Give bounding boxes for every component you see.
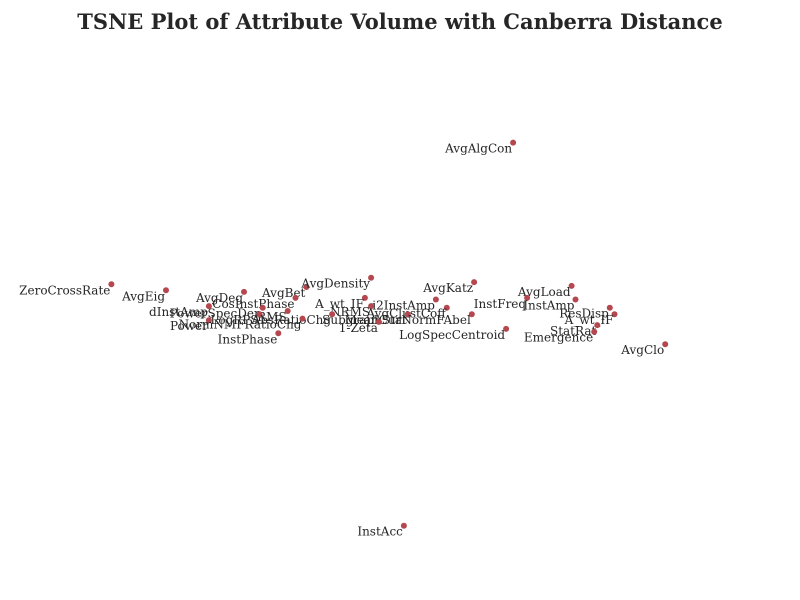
scatter-point	[468, 311, 475, 318]
scatter-point-group: LogSpecCentroid	[399, 325, 510, 342]
point-label: A_wt_IF	[314, 297, 364, 311]
scatter-point-group: A_wt_IF	[564, 311, 618, 327]
point-label: InstAcc	[357, 525, 403, 539]
scatter-point-group: AvgAlgCon	[444, 139, 517, 156]
scatter-point	[241, 288, 247, 295]
scatter-point	[524, 294, 531, 301]
scatter-point-group: AvgClo	[620, 341, 669, 357]
scatter-point	[594, 322, 601, 329]
scatter-point-group: ResDisp	[559, 304, 613, 321]
scatter-point	[163, 287, 169, 294]
scatter-point	[259, 304, 266, 311]
scatter-point	[108, 281, 115, 288]
scatter-point	[400, 522, 407, 529]
scatter-point-group: dInstAmp	[149, 303, 212, 319]
point-label: ZeroCrossRate	[19, 283, 110, 297]
scatter-point	[256, 311, 263, 318]
scatter-point-group: SubgraphStat	[322, 311, 411, 327]
scatter-point-group: PowerSpecDen	[170, 304, 266, 321]
scatter-point	[368, 274, 375, 281]
scatter-point	[368, 303, 375, 310]
scatter-point	[205, 303, 212, 310]
scatter-point-group: NormNMFRatioChg	[179, 315, 306, 332]
point-label: i2InstAmp	[372, 299, 435, 313]
scatter-point	[611, 311, 618, 318]
scatter-point	[404, 311, 411, 318]
scatter-point-group: Emergence	[524, 328, 598, 345]
scatter-point	[275, 330, 282, 337]
scatter-point-group: InstFreq	[474, 294, 531, 311]
scatter-point-group: MeanCurNormFAbel	[344, 311, 475, 327]
point-label: AvgKatz	[422, 281, 473, 295]
scatter-point-group: NRMS	[330, 303, 375, 319]
point-label: AvgDensity	[300, 277, 370, 291]
point-label: AvgAlgCon	[444, 142, 512, 156]
scatter-point-group: 1-Zeta	[339, 318, 382, 335]
scatter-point	[205, 317, 212, 324]
scatter-point	[432, 296, 439, 303]
point-label: RMS	[257, 310, 287, 324]
scatter-point-group: StatRat	[550, 322, 601, 338]
scatter-point-group: ZeroCrossRate	[19, 281, 115, 297]
point-label: InstFreq	[474, 297, 527, 311]
scatter-point-group: AvgKatz	[422, 279, 478, 295]
scatter-point	[606, 304, 613, 311]
point-label: LogSpecCentroid	[399, 328, 505, 342]
scatter-point-group: AvgDensity	[300, 274, 375, 291]
scatter-point-group: AbsRatioChg	[251, 311, 336, 327]
scatter-point-group: CosInstPhase	[212, 294, 299, 311]
point-label: NRMS	[330, 305, 370, 319]
scatter-point-group: i2InstAmp	[372, 296, 439, 313]
point-label: A_wt_IF	[564, 313, 614, 327]
scatter-point-group: A_wt_IF	[314, 294, 368, 311]
scatter-point	[361, 294, 368, 301]
scatter-point-group: InstAmp	[523, 296, 579, 313]
scatter-point	[375, 318, 382, 325]
point-label: CosInstPhase	[212, 297, 294, 311]
scatter-point-group: Power	[170, 317, 212, 333]
scatter-point	[572, 296, 579, 303]
point-label: AvgEig	[121, 289, 165, 303]
scatter-point	[292, 294, 299, 301]
scatter-point	[471, 279, 478, 286]
point-label: InstPhase	[218, 332, 278, 346]
point-label: MeanCurNormFAbel	[344, 313, 470, 327]
scatter-point-group: AvgDeg	[195, 288, 247, 305]
point-label: PowerSpecDen	[170, 307, 262, 321]
scatter-point-group: AvgEig	[121, 287, 169, 303]
scatter-point	[568, 282, 575, 289]
scatter-point-group: LogRPS	[210, 311, 263, 327]
point-label: AvgClo	[620, 343, 664, 357]
point-label: NormNMFRatioChg	[179, 318, 302, 332]
point-label: 1-Zeta	[339, 321, 378, 335]
point-label: AbsRatioChg	[251, 313, 332, 327]
scatter-point-group: InstPhase	[218, 330, 282, 346]
point-label: Emergence	[524, 331, 593, 345]
scatter-point	[299, 315, 306, 322]
chart-title: TSNE Plot of Attribute Volume with Canbe…	[77, 9, 722, 34]
scatter-point-group: InstAcc	[357, 522, 407, 539]
scatter-point	[284, 308, 291, 314]
scatter-point-group: RMS	[257, 308, 291, 324]
scatter-point	[510, 139, 517, 146]
scatter-point	[303, 284, 310, 290]
scatter-point	[329, 311, 336, 318]
scatter-point	[443, 304, 450, 311]
scatter-point	[662, 341, 669, 348]
point-label: Power	[170, 319, 208, 333]
point-label: SubgraphStat	[322, 313, 407, 327]
scatter-point-group: AvgLoad	[517, 282, 575, 299]
point-label: ResDisp	[559, 307, 609, 321]
point-label: dInstAmp	[149, 305, 208, 319]
point-label: InstAmp	[523, 299, 574, 313]
point-label: LogRPS	[210, 313, 258, 327]
point-label: StatRat	[550, 324, 596, 338]
scatter-point	[503, 325, 510, 332]
scatter-point	[591, 328, 598, 335]
point-label: AvgDeg	[195, 291, 243, 305]
point-label: AvgLoad	[517, 285, 571, 299]
